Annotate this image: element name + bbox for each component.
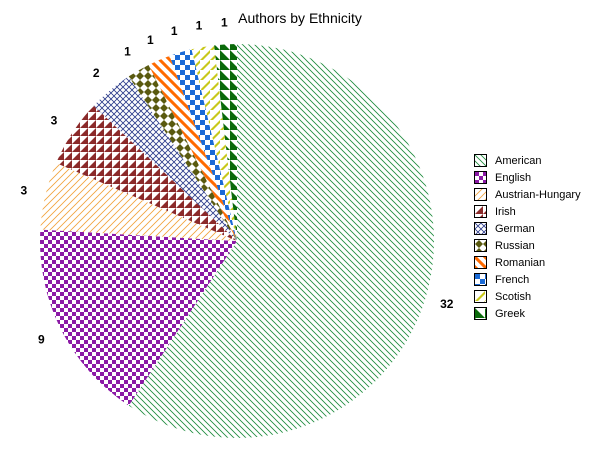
slice-english: [39, 229, 237, 406]
legend-swatch-german: [474, 222, 487, 235]
legend-swatch-scotish: [474, 290, 487, 303]
legend-item-french: French: [474, 271, 594, 288]
legend-item-german: German: [474, 220, 594, 237]
legend-item-russian: Russian: [474, 237, 594, 254]
slice-label-german: 2: [93, 66, 100, 80]
slice-american: [128, 44, 435, 439]
slice-label-greek: 1: [221, 15, 228, 29]
legend-label-american: American: [495, 154, 542, 167]
legend-item-english: English: [474, 169, 594, 186]
legend-swatch-greek: [474, 307, 487, 320]
legend-swatch-austrian-hungary: [474, 188, 487, 201]
legend-swatch-french: [474, 273, 487, 286]
slice-label-french: 1: [171, 24, 178, 38]
legend-item-romanian: Romanian: [474, 254, 594, 271]
legend: American English Austrian-Hungary Irish Germ…: [474, 152, 594, 322]
slice-greek: [214, 44, 237, 241]
legend-item-irish: Irish: [474, 203, 594, 220]
legend-label-austrian-hungary: Austrian-Hungary: [495, 188, 581, 201]
slice-label-american: 32: [440, 297, 454, 311]
slice-label-austrian-hungary: 3: [21, 184, 28, 198]
slice-german: [93, 76, 238, 241]
legend-swatch-russian: [474, 239, 487, 252]
slice-label-english: 9: [38, 332, 45, 346]
slice-russian: [128, 64, 237, 241]
legend-item-american: American: [474, 152, 594, 169]
chart-title: Authors by Ethnicity: [238, 10, 362, 26]
legend-item-austrian-hungary: Austrian-Hungary: [474, 186, 594, 203]
legend-label-irish: Irish: [495, 205, 516, 218]
legend-swatch-american: [474, 154, 487, 167]
slice-austrian-hungary: [40, 162, 237, 241]
legend-label-scotish: Scotish: [495, 290, 532, 303]
legend-label-german: German: [495, 222, 535, 235]
legend-swatch-irish: [474, 205, 487, 218]
slice-label-romanian: 1: [147, 33, 154, 47]
legend-label-french: French: [495, 273, 530, 286]
slice-romanian: [148, 55, 237, 241]
slice-french: [169, 49, 237, 242]
legend-swatch-english: [474, 171, 487, 184]
legend-label-russian: Russian: [495, 239, 535, 252]
slice-label-irish: 3: [51, 114, 58, 128]
slice-scotish: [191, 45, 237, 241]
slice-irish: [56, 105, 237, 241]
legend-label-romanian: Romanian: [495, 256, 546, 269]
slice-label-scotish: 1: [196, 18, 203, 32]
legend-item-scotish: Scotish: [474, 288, 594, 305]
legend-label-english: English: [495, 171, 532, 184]
legend-item-greek: Greek: [474, 305, 594, 322]
slices: [39, 44, 435, 439]
slice-label-russian: 1: [124, 44, 131, 58]
legend-label-greek: Greek: [495, 307, 525, 320]
legend-swatch-romanian: [474, 256, 487, 269]
